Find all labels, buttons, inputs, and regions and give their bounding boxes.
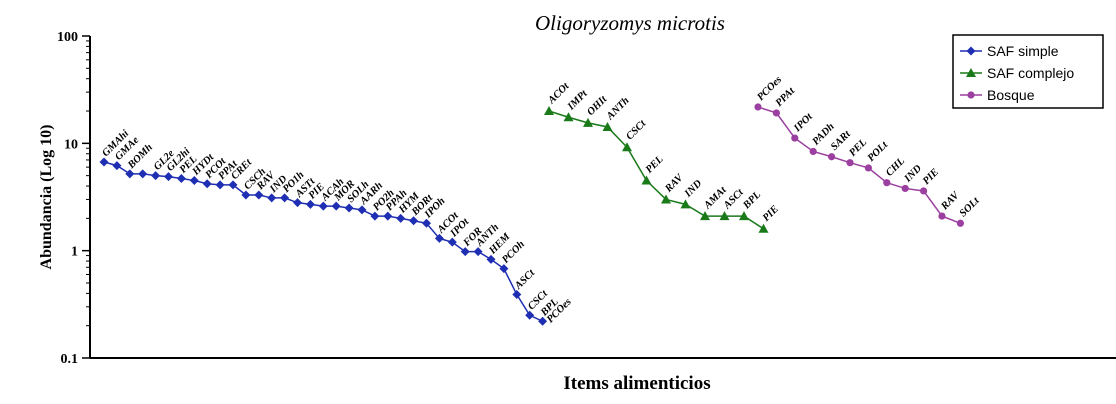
- y-tick-label: 0.1: [61, 352, 79, 367]
- series-layer: GMAhiGMAeBOMhGL2eGL2hiPELHYDtPCOtPPAtCRE…: [99, 74, 982, 326]
- data-point-marker: [772, 109, 781, 117]
- chart-title: Oligoryzomys microtis: [535, 11, 725, 35]
- data-point-marker: [828, 153, 836, 161]
- data-point-marker: [883, 179, 891, 187]
- data-point-marker: [125, 169, 135, 179]
- data-point-label: PEL: [644, 154, 666, 176]
- data-point-marker: [512, 290, 522, 300]
- data-point-marker: [956, 219, 965, 227]
- y-tick-label: 10: [64, 137, 78, 152]
- data-point-marker: [473, 247, 483, 257]
- legend-label: SAF simple: [987, 43, 1059, 59]
- data-point-marker: [563, 112, 574, 122]
- data-point-marker: [758, 223, 769, 233]
- data-point-marker: [544, 106, 554, 116]
- legend-swatch-marker: [967, 91, 975, 99]
- series-line: [548, 110, 764, 230]
- data-point-marker: [318, 201, 328, 211]
- series-saf-complejo: ACOtIMPtOHItANThCSCtPELRAVINDAMAtASCtBPL…: [544, 80, 781, 233]
- data-point-marker: [189, 176, 199, 186]
- data-point-marker: [622, 142, 632, 152]
- x-axis-title: Items alimenticios: [563, 373, 710, 394]
- legend-box: [952, 34, 1104, 109]
- data-point-marker: [383, 211, 393, 221]
- data-point-marker: [499, 264, 509, 274]
- data-point-marker: [396, 213, 406, 223]
- data-point-label: IPOt: [791, 111, 815, 135]
- data-point-marker: [460, 247, 470, 257]
- data-point-marker: [344, 203, 354, 213]
- data-point-marker: [719, 211, 730, 221]
- data-point-marker: [901, 184, 909, 193]
- data-point-marker: [661, 194, 671, 204]
- y-tick-label: 100: [57, 30, 78, 45]
- legend: SAF simple SAF complejo Bosque: [952, 34, 1104, 109]
- data-point-marker: [280, 193, 290, 203]
- data-point-marker: [357, 205, 367, 215]
- data-point-marker: [486, 254, 496, 264]
- data-point-marker: [370, 211, 380, 221]
- data-point-marker: [434, 233, 444, 243]
- series-saf-simple: GMAhiGMAeBOMhGL2eGL2hiPELHYDtPCOtPPAtCRE…: [99, 128, 574, 326]
- data-point-marker: [215, 180, 225, 190]
- data-point-marker: [583, 117, 593, 127]
- data-point-marker: [254, 190, 264, 200]
- data-point-label: SOLt: [958, 195, 983, 220]
- data-point-marker: [809, 147, 817, 156]
- data-point-marker: [331, 201, 341, 211]
- data-point-label: POLt: [866, 139, 891, 164]
- y-axis-title: Abundancia (Log 10): [38, 125, 55, 270]
- data-point-marker: [228, 180, 238, 190]
- data-point-marker: [938, 212, 946, 220]
- data-point-marker: [680, 199, 691, 209]
- data-point-label: PIE: [921, 167, 941, 187]
- data-point-marker: [409, 216, 419, 226]
- data-point-label: ANTh: [604, 95, 632, 123]
- data-point-marker: [422, 218, 431, 228]
- data-point-label: BPL: [741, 189, 764, 212]
- data-point-marker: [99, 157, 109, 167]
- data-point-marker: [525, 310, 535, 320]
- data-point-marker: [305, 199, 315, 209]
- data-point-label: IND: [682, 178, 704, 200]
- data-point-marker: [138, 169, 148, 179]
- legend-label: SAF complejo: [987, 65, 1074, 81]
- data-point-marker: [267, 193, 277, 203]
- legend-swatch-marker: [966, 46, 976, 56]
- data-point-marker: [700, 211, 710, 221]
- y-tick-label: 1: [71, 245, 78, 260]
- data-point-label: PIE: [761, 204, 781, 224]
- series-bosque: PCOesPPAtIPOtPADhSARtPELPOLtCHLINDPIERAV…: [754, 74, 982, 227]
- data-point-marker: [202, 179, 212, 189]
- data-point-label: IND: [902, 163, 924, 185]
- data-point-marker: [176, 174, 186, 184]
- data-point-marker: [447, 237, 457, 247]
- data-point-label: CSCt: [624, 118, 649, 143]
- data-point-marker: [920, 187, 928, 195]
- data-point-marker: [538, 316, 548, 326]
- series-line: [757, 106, 961, 224]
- data-point-marker: [151, 171, 161, 181]
- data-point-label: ASCt: [512, 267, 537, 292]
- data-point-marker: [864, 164, 873, 172]
- data-point-marker: [739, 211, 749, 221]
- data-point-marker: [112, 161, 122, 171]
- data-point-marker: [164, 172, 173, 182]
- axes: 0.1 1 10 100: [57, 30, 1116, 367]
- data-point-marker: [241, 190, 251, 200]
- data-point-marker: [846, 159, 854, 167]
- data-point-marker: [791, 134, 799, 142]
- legend-label: Bosque: [987, 87, 1035, 103]
- data-point-marker: [293, 198, 302, 208]
- legend-swatch-marker: [966, 68, 976, 77]
- data-point-marker: [754, 103, 762, 111]
- data-point-marker: [641, 175, 652, 185]
- data-point-marker: [602, 121, 613, 131]
